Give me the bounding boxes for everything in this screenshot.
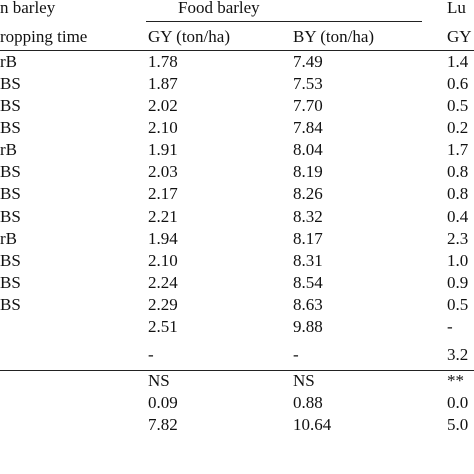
- table-cell: 0.8: [447, 184, 469, 203]
- column-header: GY (ton/ha): [148, 27, 230, 46]
- table-cell: 8.04: [293, 140, 323, 159]
- column-header: BY (ton/ha): [293, 27, 375, 46]
- table-cell: -: [148, 345, 154, 364]
- table-cell: 1.7: [447, 140, 469, 159]
- table-cell: 2.10: [148, 251, 178, 270]
- table-cell: BS: [0, 162, 21, 181]
- table-cell: 2.24: [148, 273, 178, 292]
- column-header: ropping time: [0, 27, 88, 46]
- group-header: Lu: [447, 0, 466, 17]
- table-cell: BS: [0, 273, 21, 292]
- table-cell: 2.10: [148, 118, 178, 137]
- group-header: Food barley: [178, 0, 260, 17]
- table-cell: 2.03: [148, 162, 178, 181]
- table-cell: BS: [0, 74, 21, 93]
- stats-cell: 10.64: [293, 415, 332, 434]
- table-cell: 3.2: [447, 345, 469, 364]
- table-cell: 7.49: [293, 52, 323, 71]
- table-cell: 2.29: [148, 295, 178, 314]
- table-cell: 8.31: [293, 251, 323, 270]
- table-cell: 1.78: [148, 52, 178, 71]
- table-cell: 9.88: [293, 317, 323, 336]
- table-cell: -: [293, 345, 299, 364]
- table-cell: BS: [0, 251, 21, 270]
- stats-cell: 0.0: [447, 393, 469, 412]
- table-cell: 8.54: [293, 273, 323, 292]
- group-rule: [146, 21, 422, 22]
- stats-cell: 0.88: [293, 393, 323, 412]
- table-cell: 0.4: [447, 207, 469, 226]
- table-cell: 8.17: [293, 229, 323, 248]
- table-cell: 1.4: [447, 52, 469, 71]
- header-rule: [0, 50, 474, 51]
- table-cell: BS: [0, 184, 21, 203]
- table-cell: 2.21: [148, 207, 178, 226]
- table-cell: 2.3: [447, 229, 469, 248]
- body-rule: [0, 370, 474, 371]
- table-cell: 0.5: [447, 295, 469, 314]
- stats-cell: NS: [293, 371, 315, 390]
- table-cell: BS: [0, 118, 21, 137]
- table-cell: 7.53: [293, 74, 323, 93]
- stats-cell: 5.0: [447, 415, 469, 434]
- table-cell: 8.19: [293, 162, 323, 181]
- stats-cell: 0.09: [148, 393, 178, 412]
- table-cell: rB: [0, 229, 17, 248]
- table-cell: 0.6: [447, 74, 469, 93]
- table-cell: 2.02: [148, 96, 178, 115]
- table-cell: -: [447, 317, 453, 336]
- stats-cell: 7.82: [148, 415, 178, 434]
- table-cell: 0.5: [447, 96, 469, 115]
- table-cell: 0.8: [447, 162, 469, 181]
- table-cell: 7.70: [293, 96, 323, 115]
- table-cell: 7.84: [293, 118, 323, 137]
- table-cell: 8.26: [293, 184, 323, 203]
- group-header: n barley: [0, 0, 56, 17]
- table-cell: 1.0: [447, 251, 469, 270]
- table-cell: 1.87: [148, 74, 178, 93]
- table-cell: BS: [0, 295, 21, 314]
- table-cell: BS: [0, 207, 21, 226]
- table-cell: BS: [0, 96, 21, 115]
- table-cell: 2.51: [148, 317, 178, 336]
- stats-cell: NS: [148, 371, 170, 390]
- table-cell: 8.32: [293, 207, 323, 226]
- table-cell: rB: [0, 52, 17, 71]
- table-cell: rB: [0, 140, 17, 159]
- table-cell: 0.9: [447, 273, 469, 292]
- table-cell: 1.91: [148, 140, 178, 159]
- column-header: GY: [447, 27, 472, 46]
- stats-cell: **: [447, 371, 464, 390]
- table-cell: 8.63: [293, 295, 323, 314]
- table-cell: 1.94: [148, 229, 178, 248]
- table-cell: 0.2: [447, 118, 469, 137]
- table-cell: 2.17: [148, 184, 178, 203]
